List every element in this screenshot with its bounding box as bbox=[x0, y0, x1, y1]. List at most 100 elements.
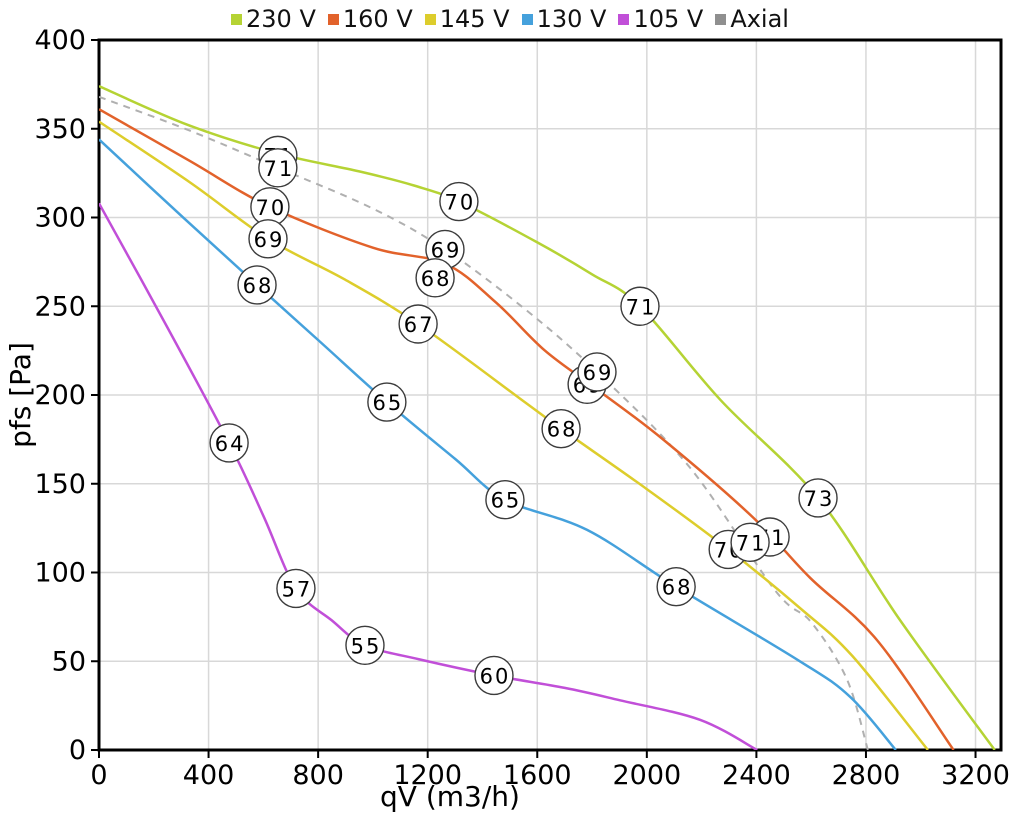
efficiency-value: 69 bbox=[254, 228, 285, 252]
efficiency-label: 73 bbox=[798, 478, 838, 518]
efficiency-value: 65 bbox=[491, 489, 522, 513]
efficiency-label: 67 bbox=[398, 304, 438, 344]
efficiency-circle bbox=[367, 382, 407, 422]
efficiency-label: 71 bbox=[730, 522, 770, 563]
efficiency-circle bbox=[439, 181, 479, 222]
efficiency-circle bbox=[474, 655, 514, 696]
efficiency-value: 69 bbox=[583, 361, 614, 385]
efficiency-label: 71 bbox=[258, 148, 298, 188]
efficiency-circle bbox=[345, 625, 385, 665]
x-tick-label: 800 bbox=[292, 760, 344, 791]
efficiency-value: 68 bbox=[547, 418, 578, 442]
efficiency-label: 68 bbox=[237, 265, 277, 305]
x-tick-label: 1200 bbox=[393, 760, 462, 791]
efficiency-circle bbox=[541, 409, 581, 449]
x-tick-label: 3200 bbox=[941, 760, 1010, 791]
efficiency-label: 68 bbox=[656, 567, 696, 607]
y-tick-label: 50 bbox=[52, 646, 86, 677]
efficiency-value: 64 bbox=[215, 432, 246, 456]
legend-label: 105 V bbox=[633, 5, 704, 33]
efficiency-label: 71 bbox=[620, 286, 660, 326]
legend-swatch-icon bbox=[715, 13, 727, 25]
legend-swatch-icon bbox=[618, 13, 630, 25]
legend-label: 160 V bbox=[342, 5, 413, 33]
legend-swatch-icon bbox=[231, 13, 243, 25]
efficiency-label: 60 bbox=[474, 655, 514, 696]
efficiency-circle bbox=[237, 265, 277, 305]
efficiency-value: 70 bbox=[256, 196, 287, 220]
efficiency-value: 68 bbox=[421, 267, 452, 291]
efficiency-value: 68 bbox=[243, 274, 274, 298]
legend-item-axial: Axial bbox=[715, 5, 789, 33]
y-tick-label: 400 bbox=[34, 25, 86, 56]
y-axis-title: pfs [Pa] bbox=[4, 342, 37, 448]
efficiency-value: 68 bbox=[662, 576, 693, 600]
legend-label: 230 V bbox=[246, 5, 316, 33]
x-tick-label: 2800 bbox=[832, 760, 901, 791]
y-tick-label: 100 bbox=[34, 558, 86, 589]
axis-ticks: 0 400 800 1200 1600 2000 2400 2800 3200 0 50 100 150… bbox=[34, 25, 1009, 791]
efficiency-value: 71 bbox=[263, 157, 294, 181]
curve-130-v bbox=[99, 138, 897, 750]
efficiency-value: 67 bbox=[404, 313, 435, 337]
efficiency-label: 64 bbox=[209, 423, 249, 463]
y-tick-label: 250 bbox=[34, 291, 86, 322]
efficiency-circle bbox=[209, 423, 249, 463]
x-tick-label: 2400 bbox=[722, 760, 791, 791]
y-tick-label: 0 bbox=[69, 735, 86, 766]
x-tick-label: 2000 bbox=[612, 760, 681, 791]
efficiency-label: 70 bbox=[250, 187, 290, 227]
efficiency-labels: 7171706968645755606565687069686768696971… bbox=[209, 135, 838, 696]
efficiency-value: 60 bbox=[480, 664, 511, 688]
y-tick-label: 300 bbox=[34, 203, 86, 234]
x-tick-label: 0 bbox=[90, 760, 107, 791]
efficiency-circle bbox=[620, 286, 660, 326]
x-axis-title: qV (m3/h) bbox=[380, 780, 520, 813]
x-tick-label: 1600 bbox=[503, 760, 572, 791]
efficiency-circle bbox=[730, 522, 770, 563]
curve-axial bbox=[99, 95, 869, 750]
efficiency-value: 55 bbox=[351, 634, 382, 658]
efficiency-circle bbox=[248, 219, 288, 259]
legend-swatch-icon bbox=[424, 13, 436, 25]
efficiency-circle bbox=[656, 567, 696, 607]
legend-item-145-v: 145 V bbox=[424, 5, 510, 33]
legend-item-160-v: 160 V bbox=[327, 5, 413, 33]
efficiency-label: 55 bbox=[345, 625, 385, 665]
legend-item-105-v: 105 V bbox=[618, 5, 703, 33]
efficiency-circle bbox=[258, 148, 298, 188]
efficiency-label: 57 bbox=[276, 568, 316, 609]
efficiency-value: 70 bbox=[445, 191, 476, 215]
y-tick-label: 200 bbox=[34, 380, 86, 411]
efficiency-circle bbox=[398, 304, 438, 344]
legend-swatch-icon bbox=[521, 13, 533, 25]
efficiency-label: 65 bbox=[485, 480, 525, 520]
legend-label: Axial bbox=[730, 5, 789, 33]
legend-label: 145 V bbox=[439, 5, 510, 33]
legend-item-130-v: 130 V bbox=[521, 5, 607, 33]
efficiency-label: 68 bbox=[541, 409, 581, 449]
efficiency-circle bbox=[798, 478, 838, 518]
efficiency-label: 68 bbox=[415, 258, 455, 298]
efficiency-label: 69 bbox=[248, 219, 288, 259]
y-tick-label: 150 bbox=[34, 469, 86, 500]
efficiency-circle bbox=[577, 352, 617, 392]
efficiency-value: 57 bbox=[282, 577, 313, 601]
x-tick-label: 400 bbox=[183, 760, 235, 791]
efficiency-label: 69 bbox=[577, 352, 617, 392]
efficiency-value: 71 bbox=[736, 531, 767, 555]
efficiency-value: 71 bbox=[626, 295, 657, 319]
efficiency-circle bbox=[485, 480, 525, 520]
efficiency-circle bbox=[276, 568, 316, 609]
plot-border bbox=[97, 38, 1003, 752]
gridlines bbox=[99, 40, 1001, 750]
efficiency-value: 65 bbox=[373, 391, 404, 415]
legend-label: 130 V bbox=[536, 5, 607, 33]
legend-swatch-icon bbox=[327, 13, 339, 25]
efficiency-label: 70 bbox=[439, 181, 479, 222]
efficiency-circle bbox=[415, 258, 455, 298]
chart-legend: 230 V 160 V 145 V 130 V 105 V Axial bbox=[0, 4, 1020, 34]
efficiency-value: 73 bbox=[804, 487, 835, 511]
